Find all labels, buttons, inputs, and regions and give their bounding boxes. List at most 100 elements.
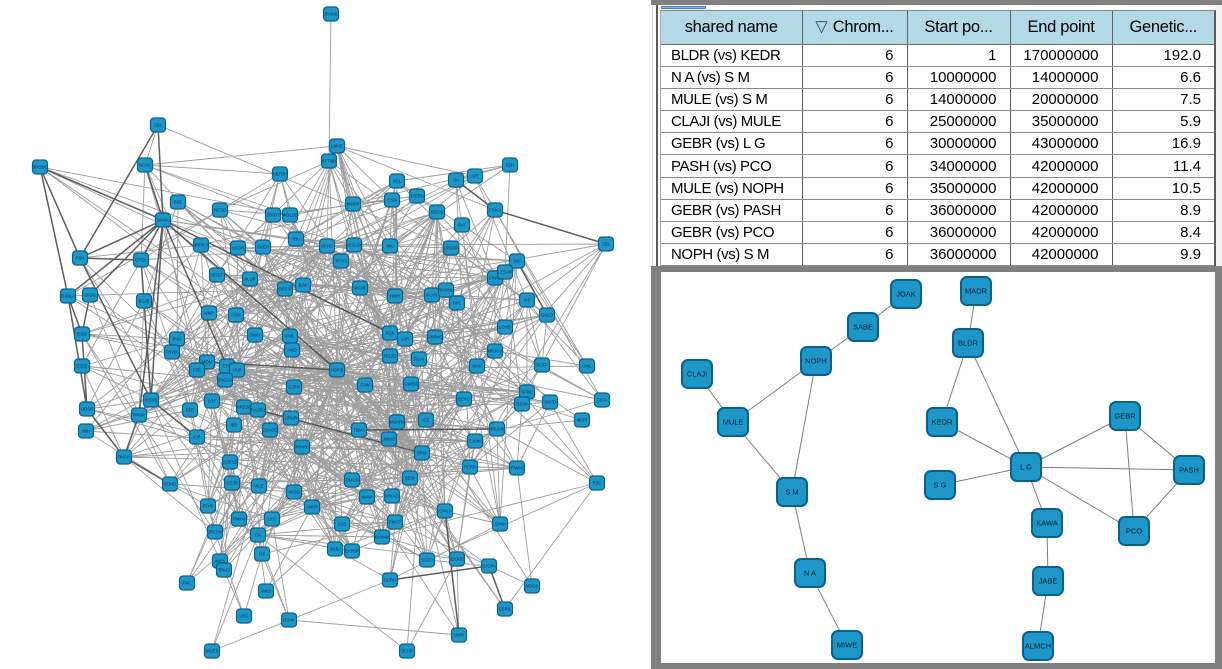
svg-text:KLUP: KLUP [245, 277, 256, 282]
svg-text:MCPI: MCPI [577, 418, 587, 423]
svg-text:DKI: DKI [514, 259, 521, 264]
svg-text:LPDDP: LPDDP [444, 246, 458, 251]
svg-text:WGLDS: WGLDS [282, 213, 298, 218]
svg-text:SDL: SDL [154, 123, 163, 128]
svg-text:BCST: BCST [211, 273, 223, 278]
svg-text:BEW: BEW [405, 476, 415, 481]
svg-text:EOHD: EOHD [164, 482, 176, 487]
svg-text:OSM: OSM [387, 198, 397, 203]
svg-text:NESD: NESD [214, 208, 226, 213]
svg-text:DMG: DMG [250, 333, 260, 338]
svg-text:KEDR: KEDR [932, 418, 953, 427]
svg-text:ENGGA: ENGGA [217, 378, 232, 383]
svg-text:MRJGH: MRJGH [488, 349, 503, 354]
svg-text:UDSB: UDSB [81, 407, 93, 412]
svg-text:FNC: FNC [183, 581, 192, 586]
svg-text:JRPKO: JRPKO [194, 243, 209, 248]
svg-text:PRHRI: PRHRI [295, 445, 308, 450]
svg-text:TBMA: TBMA [353, 428, 365, 433]
svg-text:IMES: IMES [215, 559, 225, 564]
svg-text:GJW: GJW [360, 383, 369, 388]
svg-text:AKSO: AKSO [288, 490, 300, 495]
svg-text:LMHE: LMHE [331, 144, 343, 149]
svg-text:CGJD: CGJD [226, 481, 237, 486]
svg-text:GLFA: GLFA [597, 398, 608, 403]
svg-text:UHC: UHC [239, 614, 248, 619]
svg-text:BOFF: BOFF [536, 363, 548, 368]
svg-text:DGPJ: DGPJ [421, 558, 432, 563]
svg-text:EAPBP: EAPBP [345, 549, 359, 554]
svg-text:OCRO: OCRO [384, 578, 397, 583]
svg-text:TBU: TBU [292, 237, 300, 242]
svg-text:EFE: EFE [186, 408, 194, 413]
svg-text:UUP: UUP [233, 368, 242, 373]
svg-text:AWD: AWD [287, 348, 297, 353]
svg-text:BTTMB: BTTMB [322, 159, 336, 164]
svg-text:WCIR: WCIR [354, 286, 365, 291]
svg-text:DLHP: DLHP [401, 649, 412, 654]
svg-text:BGJE: BGJE [139, 299, 150, 304]
svg-text:MGGC: MGGC [525, 584, 538, 589]
svg-text:BLDR: BLDR [958, 339, 979, 348]
svg-text:RMKN: RMKN [233, 517, 245, 522]
svg-text:TKERU: TKERU [410, 194, 424, 199]
svg-text:LFUD: LFUD [85, 293, 96, 298]
svg-text:NRESE: NRESE [237, 405, 252, 410]
svg-text:WNP: WNP [472, 364, 482, 369]
svg-text:AWCI: AWCI [261, 589, 272, 594]
svg-text:MADR: MADR [965, 287, 988, 296]
svg-text:UWR: UWR [454, 633, 464, 638]
svg-text:JWHC: JWHC [383, 437, 395, 442]
svg-text:N A: N A [804, 569, 816, 578]
svg-text:RSC: RSC [593, 481, 602, 486]
svg-text:CUE: CUE [338, 522, 347, 527]
svg-text:SBH: SBH [82, 429, 91, 434]
svg-text:PFHF: PFHF [203, 504, 214, 509]
svg-text:LCHD: LCHD [499, 325, 510, 330]
svg-text:PMCP: PMCP [389, 520, 401, 525]
svg-text:HFHC: HFHC [321, 244, 333, 249]
svg-text:JSFDT: JSFDT [266, 213, 279, 218]
svg-text:SKHB: SKHB [544, 400, 556, 405]
svg-text:FLHS: FLHS [427, 293, 438, 298]
svg-text:ACGUM: ACGUM [346, 243, 362, 248]
svg-text:RRSP: RRSP [133, 413, 145, 418]
svg-text:FKEP: FKEP [258, 245, 269, 250]
svg-text:CLAJI: CLAJI [687, 370, 707, 379]
svg-text:PSN: PSN [76, 256, 85, 261]
svg-text:JOOOD: JOOOD [450, 557, 465, 562]
svg-text:ALMCH: ALMCH [1025, 642, 1051, 651]
svg-text:JOAK: JOAK [896, 290, 916, 299]
svg-text:NBTDH: NBTDH [273, 172, 287, 177]
svg-text:WIL: WIL [386, 244, 394, 249]
svg-text:FDKU: FDKU [489, 208, 500, 213]
svg-text:DMOS: DMOS [346, 478, 359, 483]
svg-text:HPIAO: HPIAO [385, 494, 399, 499]
svg-text:KAWA: KAWA [1036, 519, 1058, 528]
svg-text:AAR: AAR [401, 337, 410, 342]
svg-text:ATWHC: ATWHC [509, 466, 524, 471]
svg-text:BRW: BRW [417, 451, 427, 456]
svg-text:OSACO: OSACO [262, 428, 278, 433]
svg-text:CPICI: CPICI [439, 509, 450, 514]
svg-text:PASH: PASH [1179, 466, 1199, 475]
svg-text:WLE: WLE [254, 484, 263, 489]
svg-text:HMH: HMH [390, 294, 400, 299]
svg-text:UCDR: UCDR [232, 246, 244, 251]
svg-text:IJA: IJA [453, 178, 459, 183]
svg-text:RKWHU: RKWHU [438, 288, 454, 293]
svg-text:BUWW: BUWW [375, 535, 389, 540]
svg-text:FOM: FOM [231, 313, 241, 318]
svg-text:URUR: URUR [285, 416, 297, 421]
svg-text:IWJU: IWJU [330, 547, 340, 552]
svg-text:ICE: ICE [423, 418, 430, 423]
svg-text:SDL: SDL [602, 242, 611, 247]
svg-text:IENSI: IENSI [77, 332, 88, 337]
svg-text:S G: S G [934, 481, 947, 490]
svg-text:GOEND: GOEND [222, 460, 237, 465]
svg-text:PUU: PUU [173, 337, 182, 342]
svg-text:GEBR: GEBR [1114, 412, 1136, 421]
svg-text:NSL: NSL [393, 179, 402, 184]
svg-text:CII: CII [255, 533, 260, 538]
svg-text:DOAK: DOAK [283, 618, 295, 623]
